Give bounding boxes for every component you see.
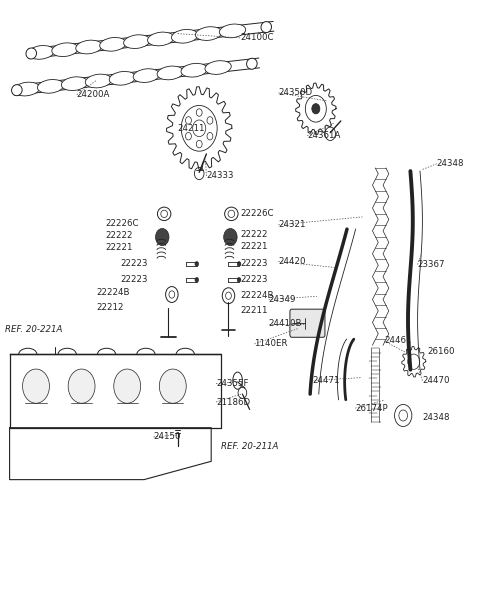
Circle shape <box>237 262 241 266</box>
Circle shape <box>222 288 235 304</box>
Ellipse shape <box>233 372 242 389</box>
Ellipse shape <box>76 40 102 54</box>
Text: 24150: 24150 <box>154 433 181 441</box>
Ellipse shape <box>195 27 222 40</box>
Circle shape <box>194 167 204 180</box>
Text: 22222: 22222 <box>106 232 133 240</box>
Circle shape <box>305 95 326 122</box>
Ellipse shape <box>100 37 126 51</box>
Circle shape <box>237 277 241 282</box>
Text: 22223: 22223 <box>240 260 267 268</box>
Circle shape <box>224 229 237 246</box>
Circle shape <box>114 369 141 403</box>
Ellipse shape <box>161 210 168 218</box>
Text: 26174P: 26174P <box>355 404 388 412</box>
Ellipse shape <box>133 69 159 82</box>
Text: 24420: 24420 <box>278 257 306 266</box>
Circle shape <box>226 292 231 299</box>
Text: 24100C: 24100C <box>240 34 274 42</box>
Text: 24410B: 24410B <box>269 320 302 328</box>
Text: 22223: 22223 <box>240 276 267 284</box>
Text: 24471: 24471 <box>312 376 339 385</box>
Text: 24349: 24349 <box>269 295 296 304</box>
Circle shape <box>312 104 320 114</box>
Ellipse shape <box>219 24 246 38</box>
Circle shape <box>207 133 213 140</box>
Text: 22223: 22223 <box>120 260 147 268</box>
Circle shape <box>195 277 199 282</box>
Ellipse shape <box>181 64 207 77</box>
Circle shape <box>181 106 217 151</box>
Text: 24361A: 24361A <box>307 131 341 140</box>
Circle shape <box>195 262 199 266</box>
Ellipse shape <box>61 77 88 90</box>
Text: 24348: 24348 <box>422 413 450 422</box>
Text: 22226C: 22226C <box>240 210 274 218</box>
Text: 24333: 24333 <box>206 172 234 180</box>
Text: 24321: 24321 <box>278 221 306 229</box>
Text: 22223: 22223 <box>120 276 147 284</box>
Ellipse shape <box>28 46 54 59</box>
Circle shape <box>196 141 202 148</box>
Circle shape <box>192 120 206 137</box>
Text: 22211: 22211 <box>240 306 267 315</box>
Text: REF. 20-221A: REF. 20-221A <box>5 326 62 334</box>
Text: 24470: 24470 <box>422 376 450 385</box>
FancyBboxPatch shape <box>290 309 325 337</box>
Circle shape <box>186 133 192 140</box>
Ellipse shape <box>225 207 238 221</box>
Circle shape <box>399 410 408 421</box>
Text: 24355F: 24355F <box>216 379 249 388</box>
Ellipse shape <box>205 60 231 75</box>
Text: 24350D: 24350D <box>278 89 312 97</box>
Circle shape <box>169 291 175 298</box>
Text: 22224B: 22224B <box>240 291 274 300</box>
Ellipse shape <box>157 207 171 221</box>
Ellipse shape <box>109 71 135 85</box>
Text: 22212: 22212 <box>96 304 123 312</box>
Text: 22221: 22221 <box>240 242 267 251</box>
Circle shape <box>196 109 202 116</box>
Circle shape <box>238 387 247 398</box>
Ellipse shape <box>12 85 22 96</box>
Ellipse shape <box>52 43 78 57</box>
Circle shape <box>68 369 95 403</box>
Text: 26160: 26160 <box>427 348 455 356</box>
Circle shape <box>23 369 49 403</box>
Ellipse shape <box>171 29 198 43</box>
Circle shape <box>395 404 412 426</box>
Circle shape <box>156 229 169 246</box>
Text: 22222: 22222 <box>240 230 267 239</box>
Text: 22224B: 22224B <box>96 288 130 297</box>
Ellipse shape <box>124 35 150 48</box>
Ellipse shape <box>37 79 64 93</box>
Circle shape <box>166 287 178 302</box>
Text: 22226C: 22226C <box>106 219 139 228</box>
Text: 22221: 22221 <box>106 243 133 252</box>
Ellipse shape <box>261 21 272 32</box>
Ellipse shape <box>147 32 174 46</box>
Ellipse shape <box>26 48 36 59</box>
Circle shape <box>186 117 192 124</box>
Ellipse shape <box>85 74 112 88</box>
Circle shape <box>207 117 213 124</box>
Circle shape <box>408 354 420 369</box>
Ellipse shape <box>157 66 183 80</box>
Text: 24348: 24348 <box>437 159 464 168</box>
Text: 24200A: 24200A <box>77 90 110 99</box>
Circle shape <box>159 369 186 403</box>
Ellipse shape <box>247 58 257 69</box>
Circle shape <box>325 127 336 141</box>
Text: 1140ER: 1140ER <box>254 340 288 348</box>
Text: 23367: 23367 <box>418 260 445 269</box>
Text: 24211: 24211 <box>178 124 205 133</box>
Text: 21186D: 21186D <box>216 398 250 406</box>
Text: 24461: 24461 <box>384 337 411 345</box>
Text: REF. 20-211A: REF. 20-211A <box>221 442 278 450</box>
Ellipse shape <box>13 82 40 96</box>
Ellipse shape <box>228 210 235 218</box>
